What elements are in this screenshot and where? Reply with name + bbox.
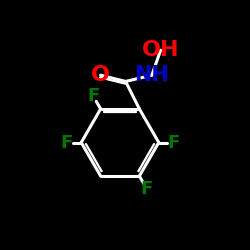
Text: O: O — [91, 65, 110, 85]
Text: F: F — [87, 87, 99, 105]
Text: NH: NH — [134, 65, 169, 85]
Text: F: F — [60, 134, 72, 152]
Text: OH: OH — [142, 40, 180, 60]
Text: F: F — [168, 134, 180, 152]
Text: F: F — [141, 180, 153, 198]
